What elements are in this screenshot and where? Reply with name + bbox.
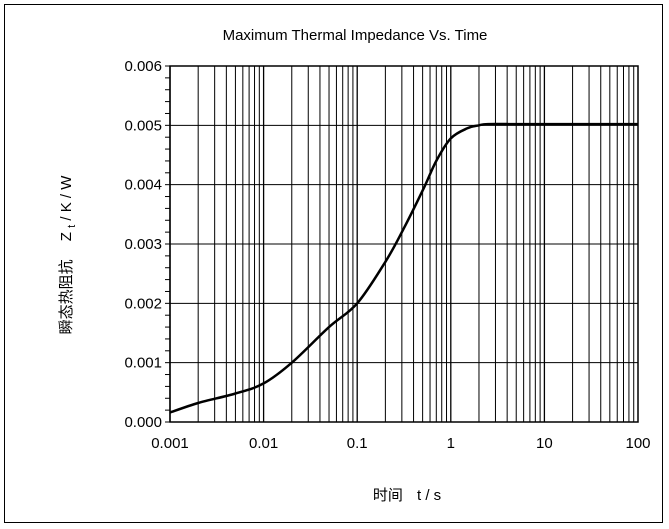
- y-tick-label: 0.001: [124, 355, 162, 372]
- x-tick-label: 1: [447, 435, 455, 452]
- y-axis-label-unit: / K / W: [58, 175, 75, 221]
- x-tick-label: 0.1: [347, 435, 368, 452]
- x-tick-label: 100: [625, 435, 650, 452]
- plot-border: [169, 65, 639, 423]
- y-tick-label: 0.003: [124, 236, 162, 253]
- chart-frame: [4, 4, 663, 523]
- y-tick-label: 0.000: [124, 414, 162, 431]
- y-tick-label: 0.005: [124, 117, 162, 134]
- x-tick-label: 10: [536, 435, 553, 452]
- y-axis-label-cn: 瞬态热阻抗: [57, 259, 75, 334]
- x-tick-label: 0.001: [151, 435, 189, 452]
- y-tick-label: 0.006: [124, 58, 162, 75]
- x-axis-label: 时间 t / s: [373, 486, 441, 504]
- y-tick-label: 0.002: [124, 295, 162, 312]
- y-axis-label-subscript: t: [66, 225, 78, 228]
- x-axis-label-cn: 时间: [373, 486, 403, 504]
- series-line: [169, 122, 638, 414]
- plot-grid: [165, 65, 639, 423]
- x-axis-label-unit: t / s: [417, 487, 441, 504]
- y-tick-label: 0.004: [124, 177, 162, 194]
- chart-title: Maximum Thermal Impedance Vs. Time: [223, 27, 488, 44]
- y-axis-label-symbol: Z: [58, 232, 75, 241]
- x-axis-ticks: 0.001 0.01 0.1 1 10 100: [151, 435, 650, 452]
- x-tick-label: 0.01: [249, 435, 278, 452]
- y-axis-label: 瞬态热阻抗 Z t / K / W: [57, 175, 79, 335]
- y-axis-ticks: 0.000 0.001 0.002 0.003 0.004 0.005 0.006: [124, 58, 162, 431]
